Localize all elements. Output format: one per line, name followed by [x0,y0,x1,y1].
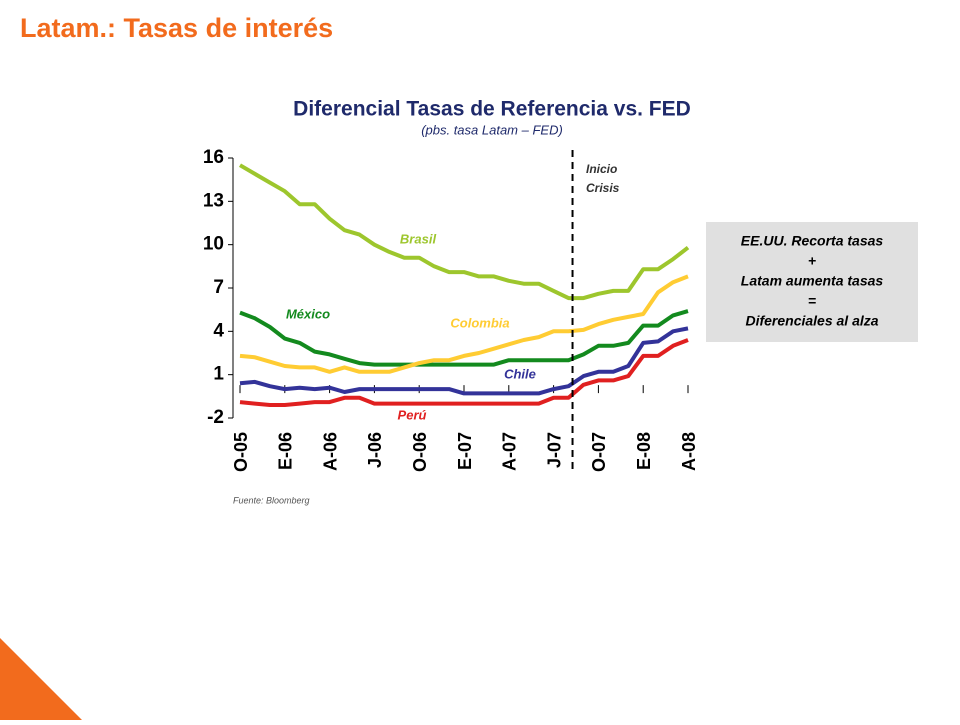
corner-decoration [0,638,82,720]
x-tick-label: E-07 [455,432,475,470]
y-tick-label: 7 [213,277,224,298]
crisis-label: Crisis [586,181,620,195]
x-tick-label: A-08 [679,432,699,471]
source: Fuente: Bloomberg [233,495,310,505]
x-tick-label: J-07 [544,432,564,468]
y-tick-label: 16 [203,147,224,168]
y-tick-label: -2 [207,407,224,428]
series-line [239,338,689,407]
series-label: Chile [504,366,536,381]
series-line [239,326,689,396]
page-title: Latam.: Tasas de interés [20,13,333,43]
y-tick-label: 1 [213,364,224,385]
series-label: Perú [398,407,427,422]
series-label: México [286,306,330,321]
y-tick-label: 13 [203,190,224,211]
y-tick-label: 10 [203,234,224,255]
series-line [239,274,689,374]
series-label: Colombia [450,315,509,330]
x-tick-label: O-07 [589,432,609,472]
x-tick-label: O-06 [410,432,430,472]
note-text: = [808,293,816,309]
note-text: EE.UU. Recorta tasas [741,233,884,249]
chart-title: Diferencial Tasas de Referencia vs. FED [293,98,691,121]
y-tick-label: 4 [213,320,224,341]
x-tick-label: J-06 [365,432,385,468]
note-text: + [808,253,816,269]
x-tick-label: A-07 [500,432,520,471]
crisis-label: Inicio [586,162,617,176]
x-tick-label: E-06 [276,432,296,470]
x-tick-label: O-05 [231,432,251,472]
series-line [239,309,689,367]
series-label: Brasil [400,231,437,246]
note-text: Diferenciales al alza [745,313,878,329]
note-box [706,222,918,342]
note-text: Latam aumenta tasas [741,273,884,289]
series-line [238,163,690,301]
x-tick-label: A-06 [320,432,340,471]
x-tick-label: E-08 [634,432,654,470]
chart-subtitle: (pbs. tasa Latam – FED) [421,122,563,137]
